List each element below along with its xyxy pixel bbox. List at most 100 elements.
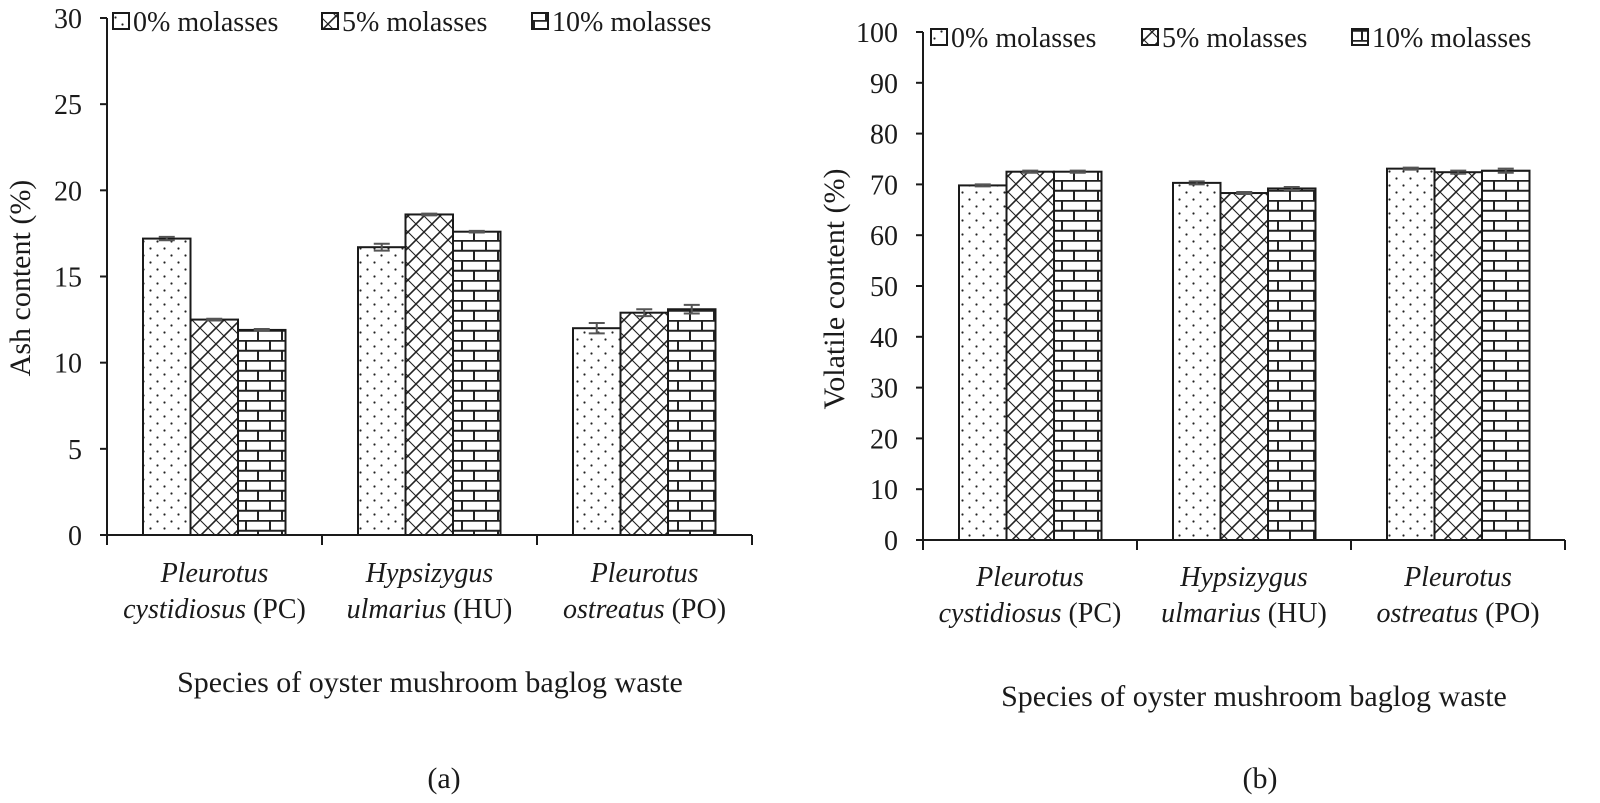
panel-b-legend-item: 0% molasses [930,23,1096,54]
panel-a-category-species: ulmarius [347,594,447,625]
panel-b-category-species: ostreatus [1376,598,1478,629]
panel-a-legend-item: 0% molasses [112,7,278,38]
panel-b-category-code: (PO) [1478,598,1539,629]
panel-b-legend-label: 10% molasses [1372,23,1531,54]
panel-b-chart: 0 10 20 30 40 50 60 70 80 90 100 Pleurotus cystidio… [818,18,1566,795]
panel-a-error-bar [373,242,390,252]
panel-a-legend-swatch [112,12,130,30]
panel-b-error-bar [1402,166,1419,171]
panel-a-legend-swatch [531,12,549,30]
panel-b-y-tick-label: 80 [870,120,898,151]
panel-a-error-bar [206,317,223,322]
panel-b-y-tick-label: 20 [870,424,898,455]
panel-b-y-tick-label: 40 [870,323,898,354]
panel-a-y-tick-label: 5 [68,435,82,466]
panel-b-legend: 0% molasses 5% molasses 10% molasses [930,23,1531,54]
panel-b-error-bars [974,166,1514,196]
panel-b-label: (b) [1243,762,1278,795]
panel-b-error-bar [1188,180,1205,186]
panel-b-bar-0-molasses-1 [1172,181,1222,541]
panel-a-legend-item: 5% molasses [321,7,487,38]
panel-a-bar-0-molasses-1 [357,246,407,536]
panel-b-y-tick-label: 0 [884,526,898,557]
panel-a-legend-label: 0% molasses [133,7,278,38]
panel-a-error-bar [468,229,485,234]
panel-b-error-bar [1283,185,1300,191]
panel-a-error-bar [683,303,700,315]
panel-b-y-tick-label: 90 [870,69,898,100]
panel-a-error-bar [158,235,175,242]
panel-a-y-tick-label: 25 [54,90,82,121]
panel-b-category-label-line1: Hypsizygus [1179,562,1308,593]
panel-a-y-tick-label: 15 [54,263,82,294]
panel-b-error-bar [1069,169,1086,174]
panel-b-bars [958,167,1531,542]
panel-a-y-tick-label: 20 [54,176,82,207]
panel-b-y-tick-label: 100 [856,18,898,49]
panel-a-y-tick-label: 10 [54,349,82,380]
panel-a-y-ticks: 0 5 10 15 20 25 30 [54,4,107,552]
panel-a-x-axis-title: Species of oyster mushroom baglog waste [177,666,683,699]
panel-b-category-species: cystidiosus [939,598,1062,629]
panel-a-bar-10-molasses-2 [667,308,717,537]
panel-b-category-code: (PC) [1061,598,1121,629]
panel-a-y-axis-title: Ash content (%) [4,180,37,377]
panel-b-legend-swatch [1141,28,1159,46]
panel-b-category-species: ulmarius [1161,598,1261,629]
panel-b-category-label-line2: cystidiosus (PC) [939,598,1122,629]
panel-a-label: (a) [427,762,460,795]
panel-b-category-label-line1: Pleurotus [1403,562,1512,593]
panel-b-category-label-line2: ostreatus (PO) [1376,598,1539,629]
panel-a-y-tick-label: 30 [54,4,82,35]
panel-b-x-axis-title: Species of oyster mushroom baglog waste [1001,680,1507,713]
panel-b-bar-5-molasses-0 [1005,170,1055,541]
panel-b-y-tick-label: 60 [870,221,898,252]
panel-a-error-bar [588,322,605,335]
panel-a-bar-10-molasses-0 [237,328,287,536]
panel-a-category-code: (HU) [446,594,512,625]
panel-a-y-tick-label: 0 [68,521,82,552]
panel-a-bar-5-molasses-0 [189,318,239,537]
panel-b-y-tick-label: 10 [870,475,898,506]
panel-a-category-label-line1: Pleurotus [160,558,269,589]
panel-a-error-bar [636,308,653,318]
panel-a-category-label-line1: Hypsizygus [365,558,494,589]
panel-b-error-bar [1022,169,1039,174]
panel-a-legend-swatch [321,12,339,30]
panel-b-category-label-line1: Pleurotus [975,562,1084,593]
panel-b-error-bar [1236,191,1253,196]
panel-b-bar-10-molasses-1 [1267,187,1317,542]
panel-b-category-label-line2: ulmarius (HU) [1161,598,1327,629]
panel-a-bars [142,213,717,537]
panel-b-legend-item: 10% molasses [1351,23,1531,54]
panel-b-bar-5-molasses-2 [1433,171,1483,541]
panel-a-legend-item: 10% molasses [531,7,711,38]
panel-b-bar-10-molasses-2 [1481,169,1531,542]
panel-a-bar-0-molasses-2 [572,327,622,537]
panel-a-category-label-line2: ulmarius (HU) [347,594,513,625]
panel-a-bar-0-molasses-0 [142,237,192,536]
panel-b-legend-swatch [1351,28,1369,46]
panel-b-y-ticks: 0 10 20 30 40 50 60 70 80 90 100 [856,18,923,557]
panel-b-error-bar [1497,167,1514,174]
panel-b-x-categories: Pleurotus cystidiosus (PC) Hypsizygus ulmar… [939,562,1540,629]
panel-b-error-bar [974,183,991,188]
panel-b-y-tick-label: 70 [870,170,898,201]
panel-a-bar-10-molasses-1 [452,230,502,536]
panel-a-bar-5-molasses-1 [404,213,454,537]
panel-b-category-code: (HU) [1261,598,1327,629]
panel-a-bar-5-molasses-2 [619,311,669,536]
panel-a-x-categories: Pleurotus cystidiosus (PC) Hypsizygus ulmar… [123,558,726,625]
panel-b-error-bar [1450,169,1467,175]
panel-b-legend-label: 0% molasses [951,23,1096,54]
panel-a-category-code: (PO) [665,594,726,625]
panel-b-bar-0-molasses-0 [958,184,1008,542]
panel-b-y-tick-label: 50 [870,272,898,303]
panel-a-category-label-line2: ostreatus (PO) [563,594,726,625]
panel-b-legend-item: 5% molasses [1141,23,1307,54]
panel-a-legend-label: 10% molasses [552,7,711,38]
panel-a-category-species: ostreatus [563,594,665,625]
panel-b-y-axis-title: Volatile content (%) [818,168,851,409]
